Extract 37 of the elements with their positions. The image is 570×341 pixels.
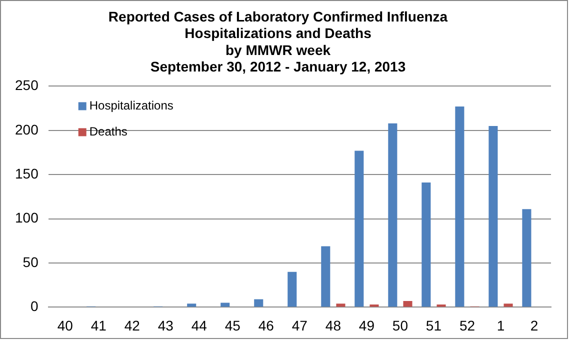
x-tick-label: 51 [426, 317, 442, 334]
bar [403, 301, 412, 307]
x-tick-label: 52 [459, 317, 476, 334]
x-tick-label: 40 [57, 317, 74, 334]
bar [354, 150, 364, 307]
bar [422, 182, 431, 307]
bar [455, 106, 464, 307]
x-tick-label: 47 [292, 317, 308, 334]
x-tick-label: 50 [392, 317, 408, 334]
bar [522, 209, 532, 307]
y-tick-label: 0 [30, 298, 39, 314]
bar [187, 304, 196, 307]
y-tick-label: 250 [15, 77, 39, 94]
x-tick-label: 49 [358, 317, 375, 334]
x-tick-label: 2 [530, 317, 538, 334]
legend-label: Hospitalizations [89, 98, 174, 113]
x-tick-label: 41 [90, 317, 107, 334]
bar [321, 246, 330, 307]
legend-label: Deaths [89, 124, 128, 139]
x-tick-label: 42 [124, 317, 140, 334]
y-tick-label: 200 [15, 121, 39, 138]
bar [336, 304, 346, 307]
y-tick-label: 50 [22, 254, 39, 270]
y-tick-label: 100 [15, 210, 39, 226]
x-tick-label: 48 [325, 317, 342, 334]
bar [254, 299, 264, 307]
bar [504, 304, 513, 307]
y-tick-label: 150 [15, 165, 39, 182]
x-tick-label: 45 [224, 317, 241, 334]
x-tick-label: 44 [191, 317, 208, 334]
x-tick-label: 43 [158, 317, 174, 334]
x-tick-label: 1 [496, 317, 505, 334]
bar [388, 123, 398, 307]
bar [488, 126, 498, 307]
x-tick-label: 46 [258, 317, 274, 334]
chart-title: Reported Cases of Laboratory Confirmed Influenza Hospitalizations and Deaths by MMWR week September 30, 2012 - January 12, 2013 [108, 8, 448, 75]
bar [288, 272, 297, 307]
